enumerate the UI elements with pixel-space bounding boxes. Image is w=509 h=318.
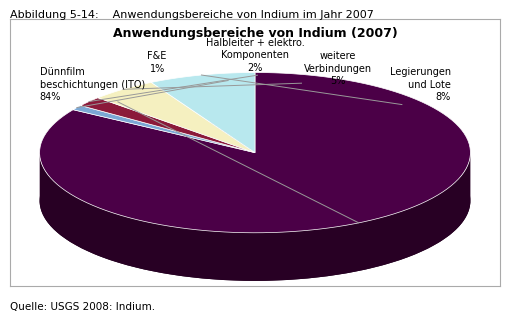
Text: Anwendungsbereiche von Indium (2007): Anwendungsbereiche von Indium (2007)	[112, 27, 397, 40]
Text: Abbildung 5-14:    Anwendungsbereiche von Indium im Jahr 2007: Abbildung 5-14: Anwendungsbereiche von I…	[10, 10, 373, 19]
Text: F&E
1%: F&E 1%	[147, 51, 166, 73]
Polygon shape	[98, 82, 254, 153]
Text: Quelle: USGS 2008: Indium.: Quelle: USGS 2008: Indium.	[10, 302, 155, 312]
Polygon shape	[80, 98, 254, 153]
Polygon shape	[40, 150, 469, 281]
Polygon shape	[40, 73, 469, 233]
Text: Legierungen
und Lote
8%: Legierungen und Lote 8%	[389, 67, 450, 102]
Text: Halbleiter + elektro.
Komponenten
2%: Halbleiter + elektro. Komponenten 2%	[205, 38, 304, 73]
Polygon shape	[73, 106, 254, 153]
Polygon shape	[151, 73, 254, 153]
Text: Dünnfilm
beschichtungen (ITO)
84%: Dünnfilm beschichtungen (ITO) 84%	[40, 67, 145, 102]
Ellipse shape	[40, 121, 469, 281]
Text: weitere
Verbindungen
5%: weitere Verbindungen 5%	[303, 51, 372, 86]
